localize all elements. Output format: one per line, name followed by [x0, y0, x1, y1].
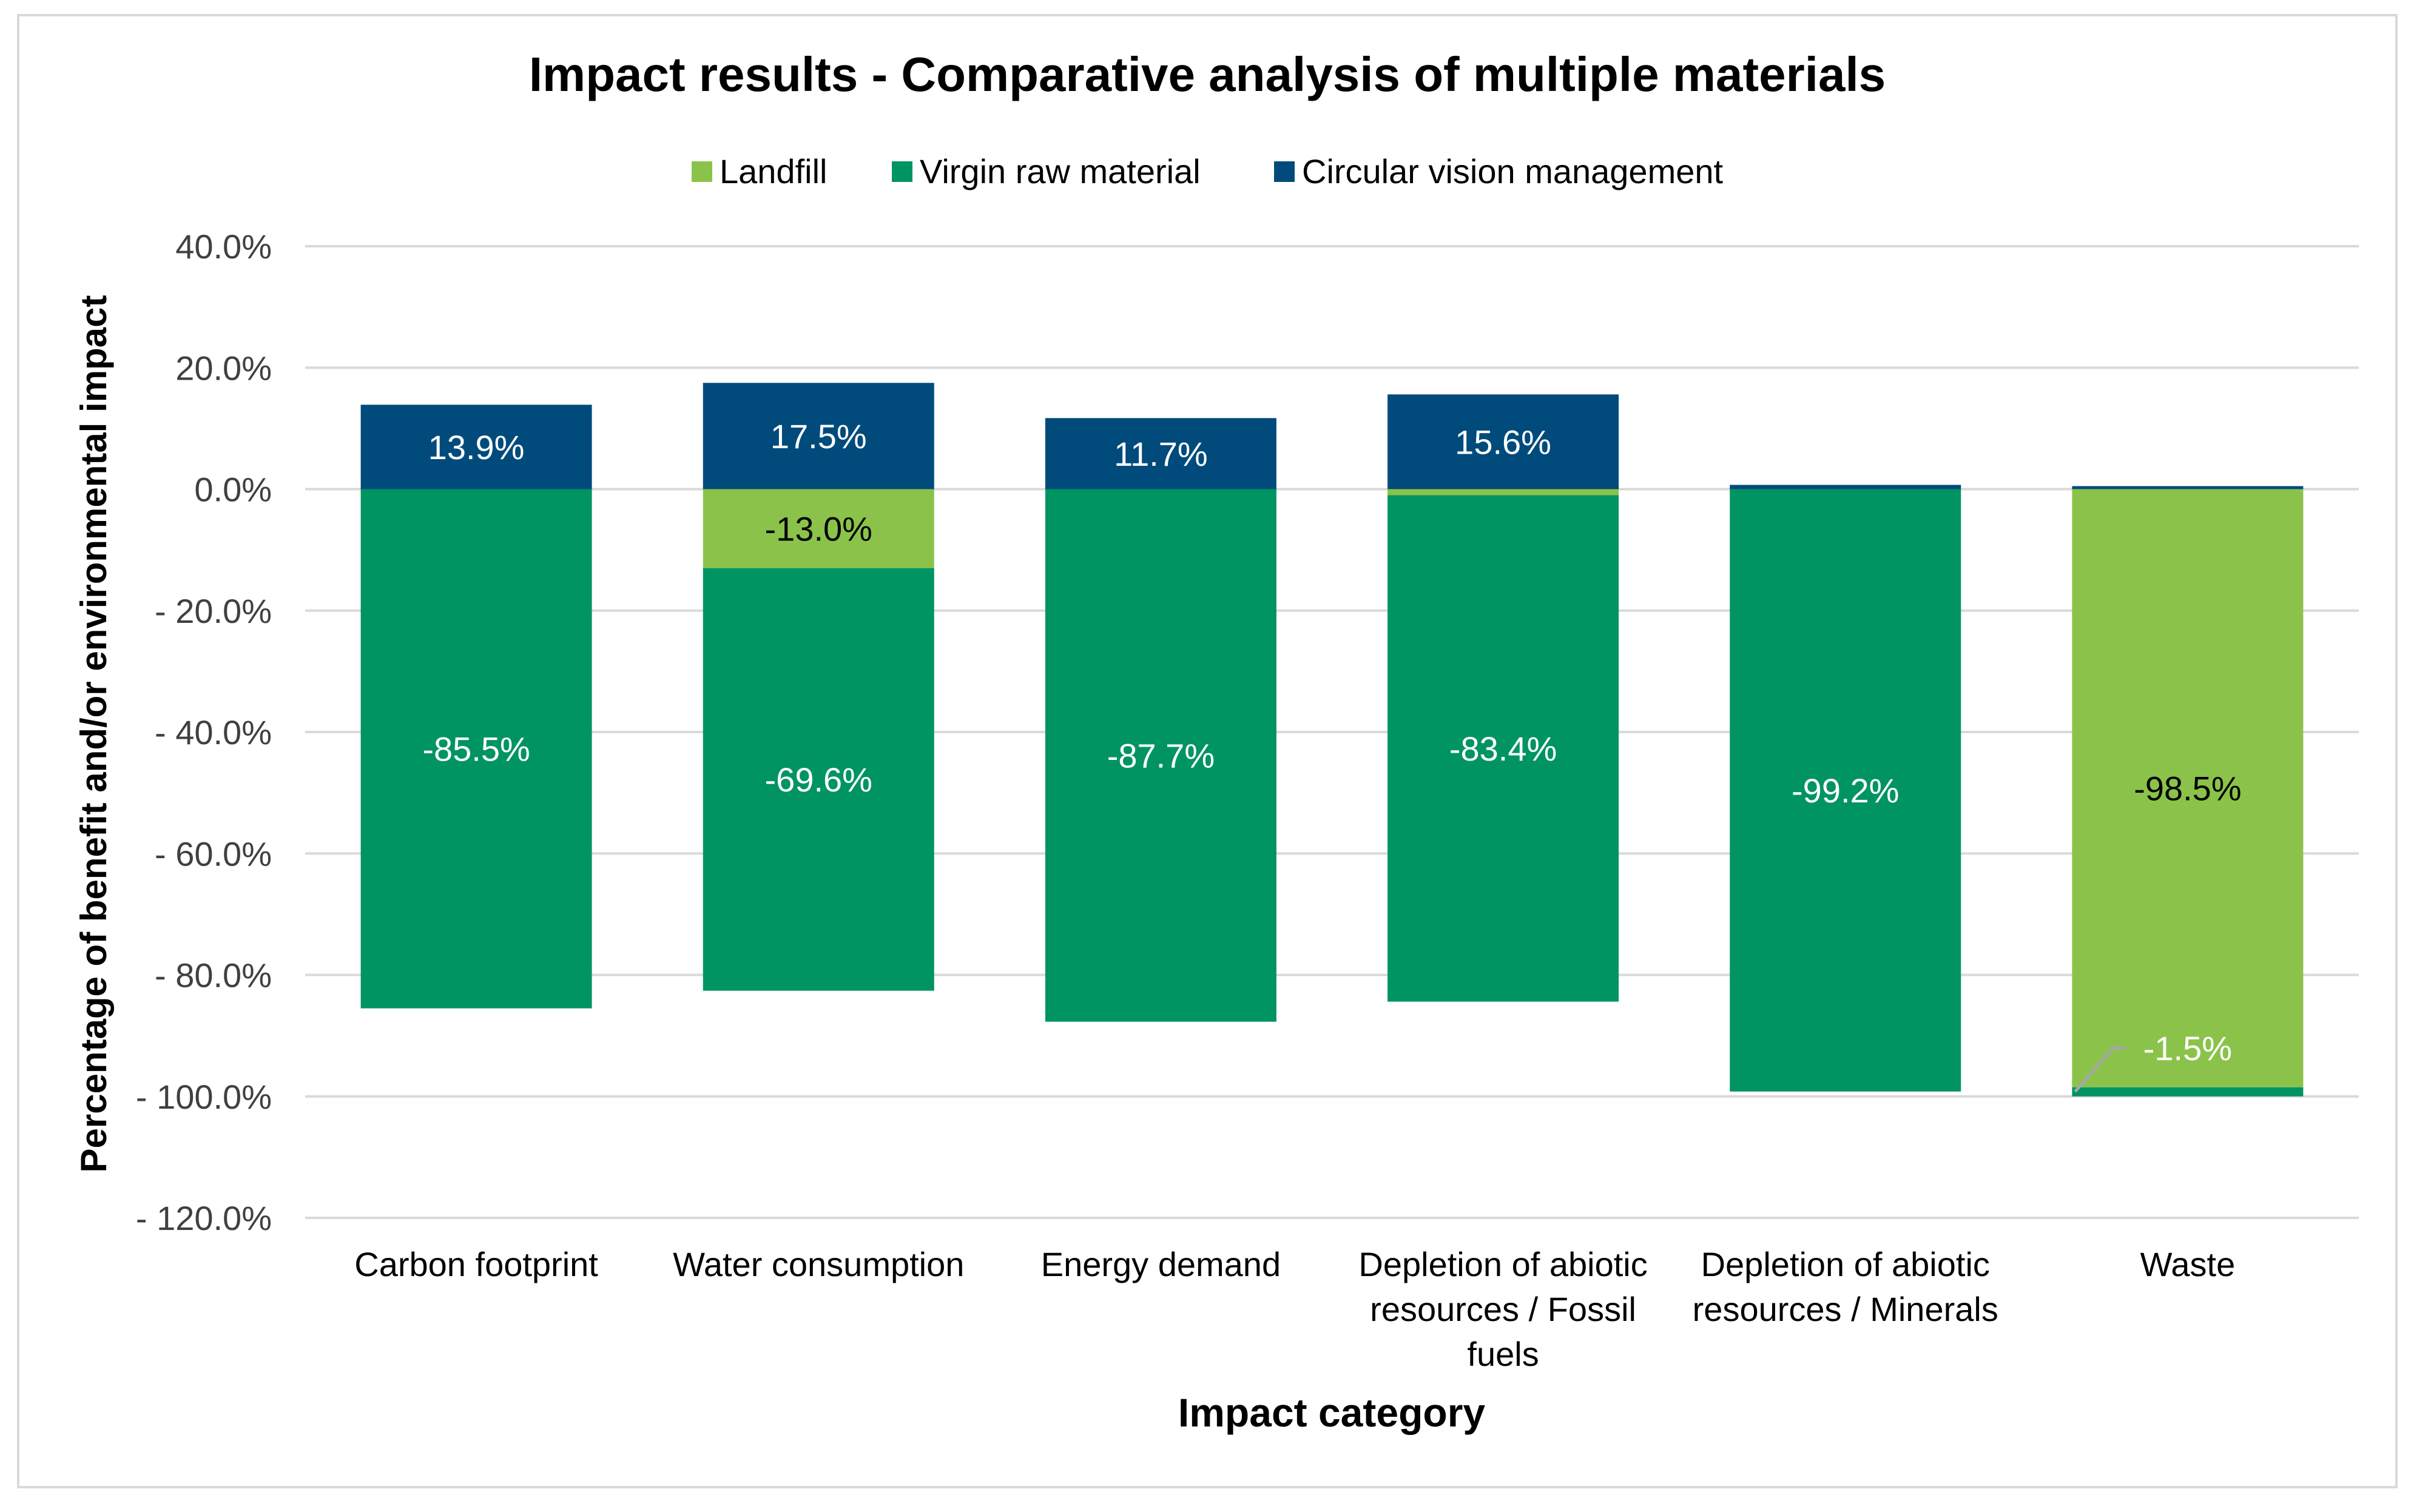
x-axis-ticks: Carbon footprint Water consumption Energy …	[354, 1245, 2235, 1373]
y-tick-label: 0.0%	[194, 471, 272, 509]
y-tick-label: - 40.0%	[155, 713, 272, 751]
data-label: -83.4%	[1449, 730, 1557, 768]
legend-label: Virgin raw material	[920, 152, 1201, 190]
bar-segment	[1387, 489, 1619, 496]
bar-segment	[703, 568, 934, 991]
legend-label: Circular vision management	[1302, 152, 1724, 190]
bar-segment	[1387, 495, 1619, 1002]
bar-segment	[1045, 489, 1276, 1022]
data-label: -1.5%	[2143, 1029, 2232, 1067]
y-tick-label: - 80.0%	[155, 956, 272, 995]
bar-segment	[2072, 486, 2304, 489]
bar-segment	[1730, 489, 1961, 1092]
bar-segment	[360, 489, 592, 1009]
data-label: 17.5%	[770, 417, 867, 455]
legend-swatch	[1274, 161, 1295, 182]
x-tick-label: Depletion of abiotic	[1701, 1245, 1990, 1283]
y-axis-ticks: 40.0% 20.0% 0.0% - 20.0% - 40.0% - 60.0% - 80.…	[136, 227, 272, 1237]
x-tick-label: Depletion of abiotic	[1358, 1245, 1647, 1283]
data-label: -13.0%	[765, 510, 872, 548]
legend: Landfill Virgin raw material Circular visi…	[692, 152, 1724, 190]
bar-segment	[1730, 485, 1961, 489]
x-tick-label: Water consumption	[673, 1245, 964, 1283]
data-label: -98.5%	[2134, 770, 2241, 808]
x-tick-label: Energy demand	[1041, 1245, 1281, 1283]
x-tick-label: Carbon footprint	[354, 1245, 598, 1283]
x-tick-label: Waste	[2140, 1245, 2236, 1283]
bars: -85.5% 13.9% -13.0% -69.6% 17.5% -87.7% 11.7% -…	[360, 383, 2304, 1097]
data-label: 13.9%	[428, 428, 525, 466]
data-label: -85.5%	[422, 730, 530, 768]
chart-title: Impact results - Comparative analysis of…	[529, 47, 1886, 101]
y-tick-label: - 60.0%	[155, 835, 272, 873]
gridlines	[305, 245, 2359, 1219]
y-tick-label: - 100.0%	[136, 1078, 272, 1116]
y-tick-label: - 20.0%	[155, 592, 272, 630]
x-axis-label: Impact category	[1178, 1390, 1485, 1435]
x-tick-label: fuels	[1467, 1335, 1539, 1373]
bar-segment	[703, 489, 934, 568]
bar-segment	[703, 383, 934, 489]
data-label: 11.7%	[1114, 435, 1208, 473]
legend-label: Landfill	[720, 152, 827, 190]
data-label: -87.7%	[1107, 737, 1215, 775]
bar-segment	[360, 405, 592, 489]
y-axis-label: Percentage of benefit and/or environment…	[73, 295, 114, 1173]
bar-segment	[2072, 1087, 2304, 1097]
legend-swatch	[692, 161, 712, 182]
bar-segment	[1387, 394, 1619, 489]
y-tick-label: 20.0%	[175, 349, 272, 387]
bar-segment	[2072, 489, 2304, 1087]
data-label: -99.2%	[1792, 771, 1899, 810]
x-tick-label: resources / Minerals	[1693, 1290, 1998, 1328]
data-label-leader-line	[2074, 1046, 2126, 1093]
y-tick-label: 40.0%	[175, 227, 272, 266]
data-label: -69.6%	[765, 761, 872, 799]
bar-segment	[1045, 418, 1276, 489]
x-tick-label: resources / Fossil	[1370, 1290, 1636, 1328]
data-label: 15.6%	[1455, 423, 1551, 461]
legend-swatch	[892, 161, 912, 182]
y-tick-label: - 120.0%	[136, 1199, 272, 1237]
